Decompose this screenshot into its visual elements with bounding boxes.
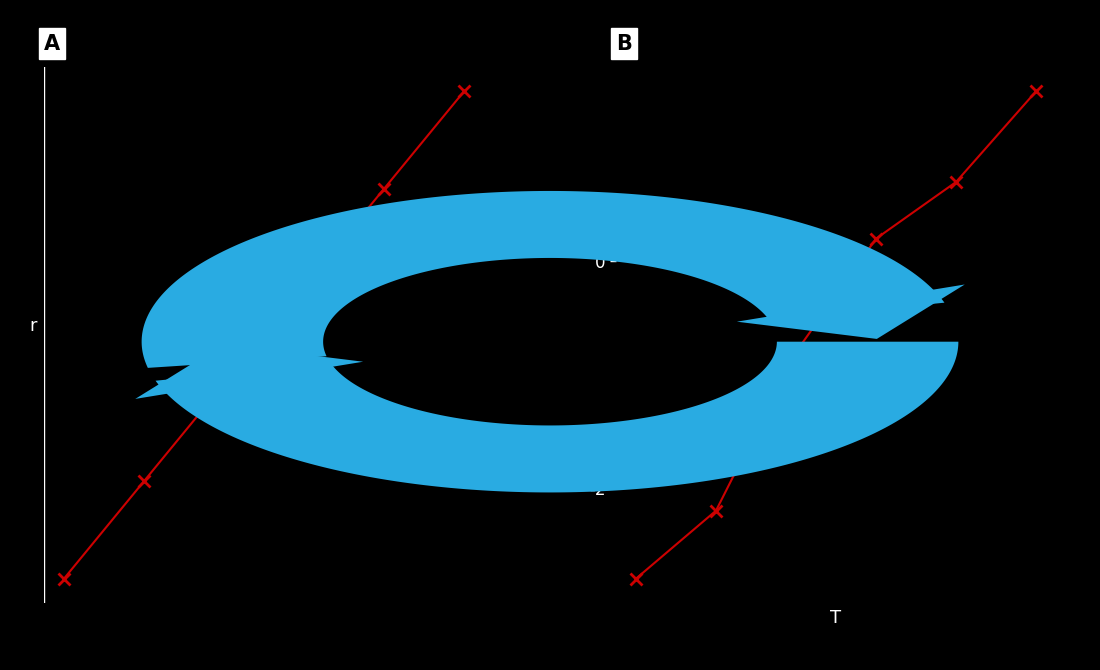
Text: A: A <box>44 34 60 54</box>
Polygon shape <box>135 344 363 399</box>
X-axis label: T: T <box>830 608 842 626</box>
Polygon shape <box>142 191 945 368</box>
Polygon shape <box>737 285 965 339</box>
Polygon shape <box>155 342 958 492</box>
Text: B: B <box>616 34 631 54</box>
Y-axis label: r: r <box>29 317 36 335</box>
